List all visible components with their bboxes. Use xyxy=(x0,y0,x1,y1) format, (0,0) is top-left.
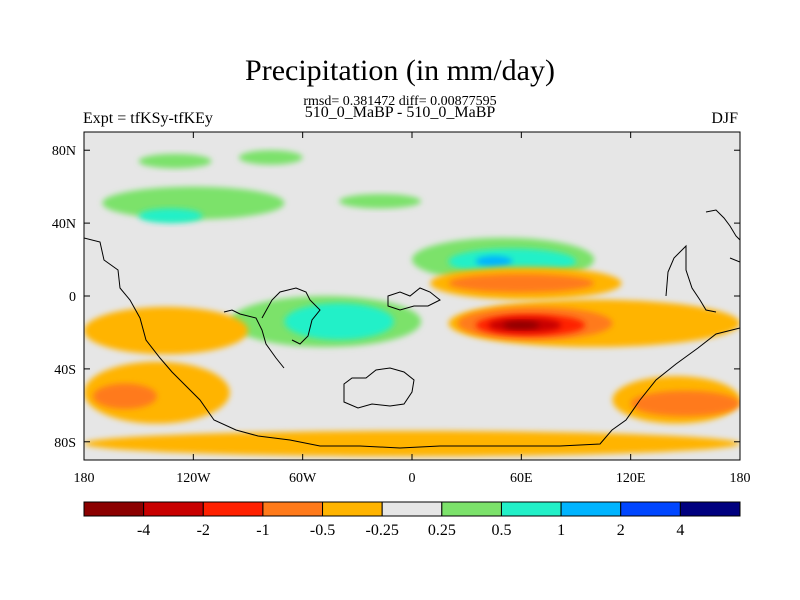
contour-region xyxy=(84,430,740,457)
colorbar-swatch xyxy=(143,501,204,517)
colorbar-swatch xyxy=(83,501,145,517)
y-tick-label: 0 xyxy=(69,290,76,305)
contour-region xyxy=(339,193,422,209)
contour-region xyxy=(448,274,595,293)
colorbar-label: -0.25 xyxy=(366,522,399,539)
colorbar-label: 0.5 xyxy=(491,522,511,539)
colorbar-swatch xyxy=(262,501,324,517)
colorbar-label: -4 xyxy=(137,522,150,539)
x-tick-label: 60W xyxy=(289,471,317,486)
x-tick-label: 60E xyxy=(510,471,533,486)
y-tick-label: 40S xyxy=(54,363,76,378)
colorbar-swatch xyxy=(620,501,681,517)
y-tick-label: 80N xyxy=(52,144,76,159)
colorbar-label: 2 xyxy=(617,522,625,539)
season-label: DJF xyxy=(711,110,738,127)
colorbar-label: -0.5 xyxy=(310,522,335,539)
contour-region xyxy=(630,390,740,417)
colorbar-swatch xyxy=(679,501,741,517)
colorbar-label: 0.25 xyxy=(428,522,456,539)
y-tick-label: 40N xyxy=(52,217,76,232)
x-tick-label: 0 xyxy=(409,471,416,486)
colorbar-swatch xyxy=(381,501,443,517)
stats-text: rmsd= 0.381472 diff= 0.00877595 xyxy=(303,94,497,109)
colorbar-swatch xyxy=(560,501,622,517)
colorbar-label: 4 xyxy=(676,522,684,539)
contour-region xyxy=(503,321,540,329)
contour-region xyxy=(475,255,513,267)
colorbar-label: -1 xyxy=(256,522,269,539)
contour-region xyxy=(84,306,248,355)
contour-region xyxy=(284,303,394,340)
map-title: Precipitation (in mm/day) xyxy=(245,54,555,87)
contour-region xyxy=(238,150,303,165)
contour-region xyxy=(93,383,157,409)
colorbar-label: 1 xyxy=(557,522,565,539)
experiment-label: Expt = tfKSy-tfKEy xyxy=(83,110,213,127)
colorbar: -4 -2 -1 -0.5 -0.25 0.25 0.5 1 2 4 xyxy=(83,501,741,539)
map-subtitle: 510_0_MaBP - 510_0_MaBP xyxy=(304,104,496,121)
contour-region xyxy=(138,153,212,169)
coastlines xyxy=(84,209,740,449)
colorbar-swatch xyxy=(322,501,383,517)
y-axis: 80N 40N 0 40S 80S xyxy=(52,144,740,451)
colorbar-swatch xyxy=(500,501,562,517)
x-axis: 180 120W 60W 0 60E 120E 180 xyxy=(74,132,751,486)
colorbar-swatch xyxy=(441,501,502,517)
x-tick-label: 120E xyxy=(616,471,646,486)
colorbar-label: -2 xyxy=(197,522,210,539)
x-tick-label: 180 xyxy=(730,471,751,486)
y-tick-label: 80S xyxy=(54,436,76,451)
contour-region xyxy=(138,208,203,224)
contour-regions xyxy=(84,150,740,457)
colorbar-swatch xyxy=(202,501,264,517)
x-tick-label: 120W xyxy=(176,471,211,486)
x-tick-label: 180 xyxy=(74,471,95,486)
